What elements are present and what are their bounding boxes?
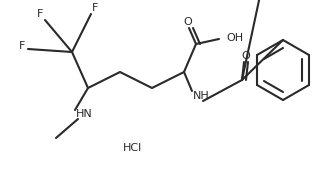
Text: F: F xyxy=(37,9,43,19)
Text: HN: HN xyxy=(76,109,93,119)
Text: O: O xyxy=(184,17,192,27)
Text: NH: NH xyxy=(193,91,210,101)
Text: OH: OH xyxy=(226,33,243,43)
Text: F: F xyxy=(19,41,25,51)
Text: HCl: HCl xyxy=(122,143,142,153)
Text: O: O xyxy=(241,51,250,61)
Text: F: F xyxy=(92,3,98,13)
